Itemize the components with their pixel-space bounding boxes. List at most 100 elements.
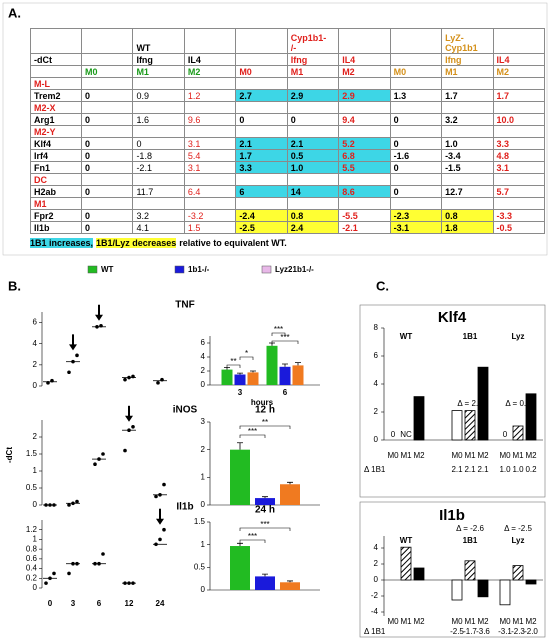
delta-value: 2.1 (477, 465, 489, 474)
value-cell: 0 (80, 149, 134, 162)
table-row: Irf4 0 -1.8 5.4 1.7 0.5 6.8 -1.6 -3.4 4.8 (30, 149, 545, 162)
value-cell: 9.4 (338, 113, 391, 126)
table-row: DC (30, 173, 545, 186)
state: M1 (441, 65, 494, 78)
plot-subtitle: 12 h (255, 405, 275, 416)
value-cell: 2.4 (286, 221, 340, 234)
error-bar (237, 442, 243, 450)
bar (499, 579, 511, 606)
corner: -dCt (30, 53, 82, 66)
value-cell: 0 (389, 113, 443, 126)
cell (183, 173, 237, 186)
value-cell: 0.8 (286, 209, 340, 222)
data-point (158, 537, 162, 542)
value-cell: 10.0 (492, 113, 545, 126)
cell (389, 197, 443, 210)
plot-title: iNOS (173, 405, 198, 416)
y-tick-label: 1 (201, 540, 206, 549)
value-cell: 1.2 (183, 89, 237, 102)
bar-note: NC (400, 430, 412, 439)
bar (230, 546, 250, 590)
significance-bracket (226, 364, 241, 368)
value-cell: -1.6 (389, 149, 443, 162)
value-cell: 3.1 (183, 161, 237, 174)
header-row: M0 M1 M2 M0 M1 M2 M0 M1 M2 (30, 65, 545, 78)
group-label: Lyz (511, 332, 524, 341)
significance-label: *** (260, 520, 269, 529)
table-row: Il1b 0 4.1 1.5 -2.5 2.4 -2.1 -3.1 1.8 -0.5 (30, 221, 545, 234)
cell (80, 197, 134, 210)
state: M0 (80, 65, 134, 78)
stimulus: IL4 (338, 53, 391, 66)
cell (338, 28, 391, 54)
cell (338, 77, 391, 90)
y-tick-label: 2 (374, 559, 379, 568)
x-tick-label: 6 (283, 388, 288, 397)
y-tick-label: 4 (201, 352, 206, 361)
value-cell: 0 (80, 221, 134, 234)
y-tick-label: 1.2 (26, 525, 38, 534)
value-cell: 3.1 (183, 137, 237, 150)
table-row: M2-X (30, 101, 545, 114)
significance-bracket (239, 527, 291, 531)
significance-label: * (245, 349, 248, 358)
cell (286, 101, 340, 114)
data-point (162, 482, 166, 487)
y-tick-label: 0.5 (194, 562, 206, 571)
value-cell: 0 (80, 89, 134, 102)
state-label: M0 (451, 617, 463, 626)
y-tick-label: 6 (374, 351, 379, 360)
value-cell: -2.5 (235, 221, 288, 234)
group-name: Cyp1b1-/- (290, 33, 327, 53)
bar (413, 567, 425, 581)
cell (441, 125, 494, 138)
value-cell: 12.7 (441, 185, 494, 198)
value-cell: 5.5 (338, 161, 391, 174)
y-tick-label: 6 (33, 318, 38, 327)
y-tick-label: 6 (201, 338, 206, 347)
significance-label: ** (262, 418, 268, 427)
value-cell: 0 (389, 137, 443, 150)
section-label: M2-Y (30, 125, 82, 138)
value-cell: 5.4 (183, 149, 237, 162)
cell (183, 101, 237, 114)
panel-label: B. (8, 278, 21, 293)
group-label: WT (400, 536, 413, 545)
cell (338, 101, 391, 114)
value-cell: 4.8 (492, 149, 545, 162)
value-cell: -1.5 (441, 161, 494, 174)
footnote-part: 1B1/Lyz decreases (96, 238, 177, 248)
cell (338, 173, 391, 186)
delta-value: -3.6 (476, 627, 490, 636)
significance-label: ** (230, 357, 236, 366)
y-tick-label: 3 (201, 417, 206, 426)
significance-bracket (239, 356, 254, 360)
delta-value: -2.0 (524, 627, 538, 636)
state-label: M1 (400, 451, 412, 460)
value-cell: 11.7 (132, 185, 185, 198)
value-cell: -2.1 (338, 221, 391, 234)
data-point (67, 571, 71, 576)
y-tick-label: 2 (33, 432, 38, 441)
delta-value: -1.7 (463, 627, 477, 636)
bar (255, 498, 275, 505)
value-cell: 2.9 (338, 89, 391, 102)
legend-label: Lyz21b1-/- (275, 265, 314, 274)
cell (235, 197, 288, 210)
legend-swatch (174, 265, 185, 274)
value-cell: -5.5 (338, 209, 391, 222)
cell (132, 101, 185, 114)
bar (400, 546, 412, 581)
bar (266, 345, 278, 385)
table-row: Fpr2 0 3.2 -3.2 -2.4 0.8 -5.5 -2.3 0.8 -3.3 (30, 209, 545, 222)
y-tick-label: 1.5 (194, 517, 206, 526)
data-point (52, 571, 56, 576)
x-axis-label: hours (251, 398, 274, 407)
delta-value: -3.1 (498, 627, 512, 636)
significance-bracket (271, 340, 299, 344)
y-tick-label: 0.2 (26, 573, 38, 582)
state-label: M2 (525, 617, 537, 626)
arrow-head (95, 314, 103, 321)
cell (30, 28, 82, 54)
bar (477, 366, 489, 441)
